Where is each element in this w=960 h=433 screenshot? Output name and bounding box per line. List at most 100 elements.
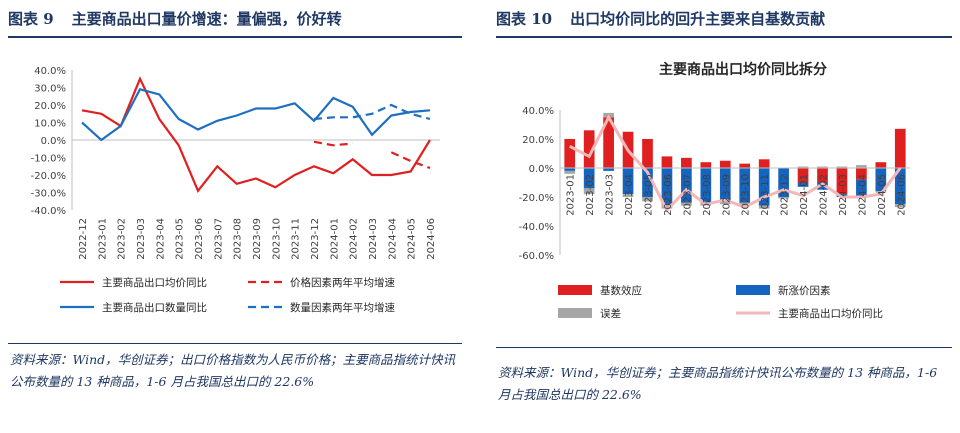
right-series-line: [569, 114, 902, 213]
left-figure-caption: 主要商品出口量价增速：量偏强，价好转: [71, 10, 342, 28]
right-bar-segment: [719, 201, 731, 205]
right-x-tick-label: 2023-02: [585, 174, 596, 216]
right-x-tick-label: 2023-07: [682, 174, 693, 216]
right-source-rule: [496, 347, 952, 348]
right-bar-chart: 主要商品出口均价同比拆分 40.0% 20.0% 0.0% -20.0% -40.0% -6…: [519, 61, 910, 320]
right-x-tick-label: 2023-04: [624, 174, 635, 216]
right-y-tick-label: -60.0%: [519, 251, 554, 262]
left-y-tick-label: 30.0%: [34, 84, 66, 95]
right-bar-segment: [564, 139, 576, 168]
left-y-tick-label: 10.0%: [34, 119, 66, 130]
left-series-line: [313, 103, 431, 121]
left-legend-label: 主要商品出口均价同比: [102, 276, 207, 289]
left-x-tick-label: 2023-05: [175, 218, 186, 260]
right-source-note: 资料来源：Wind，华创证券；主要商品指统计快讯公布数量的 13 种商品，1-6…: [498, 365, 938, 402]
right-bar-segment: [661, 168, 673, 205]
right-bar-segment: [739, 163, 751, 168]
left-x-tick-label: 2022-12: [78, 218, 89, 260]
right-bar-segment: [817, 166, 828, 168]
right-bar-segment: [894, 204, 906, 208]
left-y-tick-label: -30.0%: [31, 189, 66, 200]
right-bar-segment: [661, 156, 673, 168]
left-figure-number: 图表 9: [8, 10, 54, 28]
right-title-rule: [496, 36, 952, 38]
right-bar-segment: [642, 139, 653, 168]
right-bar-segment: [875, 168, 887, 192]
left-x-tick-label: 2023-01: [97, 218, 108, 260]
right-bar-segment: [797, 166, 809, 168]
left-series-line: [81, 76, 431, 193]
right-y-tick-label: -20.0%: [519, 193, 554, 204]
left-x-tick-label: 2024-06: [426, 218, 437, 260]
left-line-chart: 40.0% 30.0% 20.0% 10.0% 0.0% -10.0% -20.0% -30.…: [31, 66, 440, 314]
left-y-tick-label: 20.0%: [34, 101, 66, 112]
right-x-tick-label: 2023-03: [605, 174, 616, 216]
right-x-tick-label: 2024-01: [799, 174, 810, 216]
right-y-tick-label: 0.0%: [529, 164, 554, 175]
right-bar-segment: [583, 130, 595, 168]
left-y-tick-label: 0.0%: [41, 136, 66, 147]
left-x-tick-label: 2023-02: [117, 218, 128, 260]
right-bar-segment: [564, 170, 576, 174]
left-title-rule: [8, 36, 462, 38]
right-x-tick-label: 2024-05: [877, 174, 888, 216]
right-legend-swatch: [736, 285, 770, 295]
right-x-tick-label: 2023-09: [721, 174, 732, 216]
left-x-tick-label: 2023-06: [194, 218, 205, 260]
left-figure-panel: 图表 9 主要商品出口量价增速：量偏强，价好转 40.0% 30.0% 20.0% 10…: [0, 0, 470, 433]
left-x-tick-label: 2024-04: [387, 218, 398, 260]
right-bar-segment: [642, 168, 653, 197]
left-x-tick-label: 2023-12: [310, 218, 321, 260]
left-y-tick-label: 40.0%: [34, 66, 66, 77]
right-y-tick-label: -40.0%: [519, 222, 554, 233]
right-bar-segment: [875, 162, 887, 168]
right-bar-segment: [817, 168, 828, 183]
right-bar-segment: [681, 202, 692, 206]
right-bar-segment: [758, 159, 770, 168]
right-bar-segment: [622, 168, 634, 195]
right-x-tick-label: 2024-06: [896, 174, 907, 216]
left-x-tick-label: 2023-07: [213, 218, 224, 260]
right-bar-segment: [681, 168, 692, 203]
left-legend-label: 价格因素两年平均增速: [290, 276, 395, 289]
right-bar-segment: [583, 168, 595, 189]
right-bar-segment: [719, 168, 731, 202]
left-y-tick-label: -40.0%: [31, 206, 66, 217]
right-bar-segment: [894, 128, 906, 168]
right-bar-segment: [856, 165, 867, 168]
right-chart-title: 主要商品出口均价同比拆分: [659, 61, 827, 78]
right-x-tick-label: 2023-06: [663, 174, 674, 216]
left-series-line: [81, 88, 431, 142]
left-x-tick-label: 2023-10: [271, 218, 282, 260]
right-bar-segment: [836, 166, 848, 168]
right-x-tick-label: 2024-02: [819, 174, 830, 216]
right-x-tick-label: 2023-11: [760, 174, 771, 216]
left-figure-title: 图表 9 主要商品出口量价增速：量偏强，价好转: [8, 8, 342, 29]
left-x-tick-label: 2023-08: [233, 218, 244, 260]
right-y-tick-label: 20.0%: [522, 135, 554, 146]
left-x-tick-label: 2024-01: [329, 218, 340, 260]
left-y-tick-label: -10.0%: [31, 154, 66, 165]
right-bar-segment: [642, 197, 653, 202]
left-x-tick-label: 2024-05: [407, 218, 418, 260]
right-bar-segment: [817, 182, 828, 190]
right-bar-segment: [603, 168, 614, 171]
right-x-tick-label: 2023-10: [741, 174, 752, 216]
right-bar-segment: [758, 205, 770, 209]
left-x-tick-label: 2023-04: [155, 218, 166, 260]
right-bar-segment: [622, 194, 634, 197]
left-source-rule: [8, 343, 462, 344]
right-x-tick-label: 2023-01: [566, 174, 577, 216]
right-x-tick-label: 2023-08: [702, 174, 713, 216]
right-bar-segment: [739, 168, 751, 203]
right-legend-label: 基数效应: [600, 284, 642, 297]
right-bar-segment: [797, 168, 809, 183]
left-y-tick-label: -20.0%: [31, 171, 66, 182]
right-legend-swatch: [558, 308, 592, 318]
right-bar-segment: [856, 168, 867, 180]
right-legend-label: 主要商品出口均价同比: [778, 307, 883, 320]
right-bar-segment: [681, 157, 692, 168]
right-bar-segment: [758, 168, 770, 206]
right-bar-segment: [894, 168, 906, 205]
left-source-note: 资料来源：Wind，华创证券；出口价格指数为人民币价格；主要商品指统计快讯公布数…: [10, 352, 456, 389]
